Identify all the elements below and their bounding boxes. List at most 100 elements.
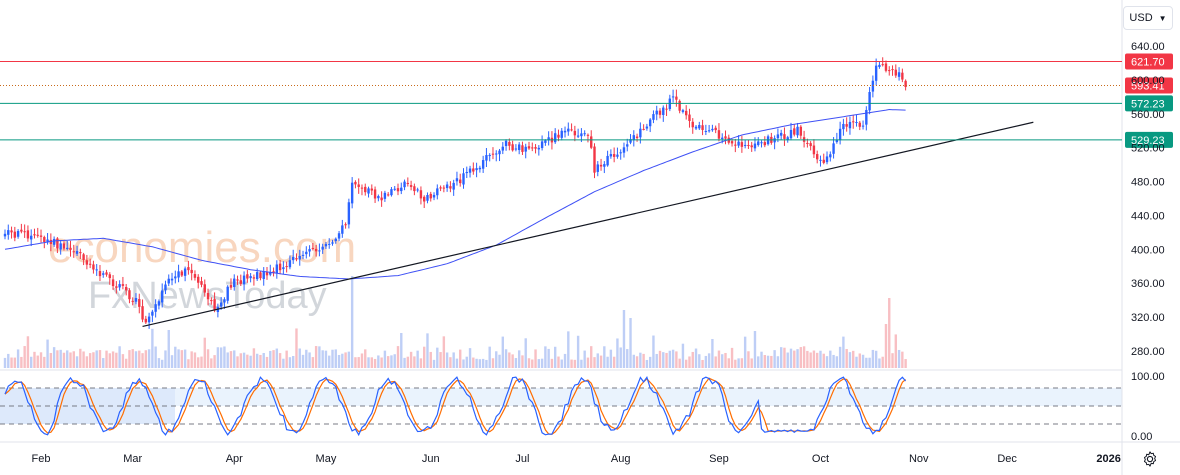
candle-body xyxy=(757,141,760,146)
candle xyxy=(694,125,698,131)
price-level-label: 593.41 xyxy=(1131,80,1165,92)
volume-bar xyxy=(233,350,236,368)
volume-bar xyxy=(134,351,138,368)
candle xyxy=(904,79,907,91)
candle xyxy=(75,245,79,257)
volume-bar xyxy=(812,350,816,368)
candle-body xyxy=(894,69,897,76)
price-level-tag xyxy=(1125,77,1173,94)
candle-body xyxy=(331,242,334,244)
volume-bar xyxy=(141,353,144,368)
candle xyxy=(648,118,652,133)
candle xyxy=(547,131,550,146)
candle xyxy=(147,312,151,329)
price-tick-label: 560.00 xyxy=(1131,109,1165,121)
volume-bar xyxy=(259,354,262,368)
candle xyxy=(747,139,750,149)
candle-body xyxy=(593,146,596,173)
volume-bar xyxy=(288,357,292,368)
volume-bar xyxy=(111,351,115,368)
volume-bar xyxy=(632,354,635,368)
candle-body xyxy=(56,238,59,249)
candle-body xyxy=(92,264,95,270)
time-tick-label: May xyxy=(316,453,337,465)
volume-bar xyxy=(386,356,390,368)
candle-body xyxy=(436,188,439,196)
candle xyxy=(557,129,560,142)
candle-body xyxy=(252,277,256,279)
candle-body xyxy=(838,128,842,141)
volume-bar xyxy=(416,350,419,368)
candle xyxy=(131,297,134,306)
candle-body xyxy=(848,121,852,129)
volume-bar xyxy=(432,359,436,368)
candle xyxy=(354,180,357,189)
volume-bar xyxy=(92,352,95,368)
candle xyxy=(773,135,776,150)
volume-bar xyxy=(226,352,229,368)
volume-bar xyxy=(711,339,714,368)
volume-bar xyxy=(413,356,416,368)
volume-bar xyxy=(314,346,318,368)
volume-bar xyxy=(848,352,852,368)
candle-body xyxy=(95,269,98,271)
volume-bar xyxy=(779,347,783,368)
volume-bar xyxy=(861,354,865,368)
candle-body xyxy=(576,135,580,137)
candle xyxy=(383,190,387,202)
candle-body xyxy=(354,181,357,185)
candle xyxy=(825,151,829,165)
candle-body xyxy=(567,128,570,132)
candle-body xyxy=(472,168,475,172)
volume-bar xyxy=(88,353,92,368)
candle-body xyxy=(779,132,783,136)
volume-bar xyxy=(292,356,295,368)
gear-icon[interactable] xyxy=(1141,450,1159,468)
candle xyxy=(632,130,635,147)
candle xyxy=(72,244,75,258)
candle xyxy=(406,177,410,187)
volume-bar xyxy=(26,336,30,368)
candle xyxy=(341,219,344,238)
candle-body xyxy=(504,140,508,147)
candle xyxy=(635,133,639,142)
candle xyxy=(888,66,891,76)
candle-body xyxy=(403,181,406,188)
candle xyxy=(540,135,544,151)
volume-bar xyxy=(871,349,875,368)
candle xyxy=(82,252,85,266)
candle xyxy=(233,274,236,291)
candle-body xyxy=(468,168,472,173)
volume-bar xyxy=(544,346,547,368)
candle-body xyxy=(793,128,796,135)
candle-body xyxy=(233,278,236,288)
candle xyxy=(779,129,783,140)
candle xyxy=(704,124,708,136)
volume-bar xyxy=(197,357,200,368)
candle-body xyxy=(249,276,252,279)
candle-body xyxy=(662,107,665,115)
watermark: economies.com FxNewsToday xyxy=(48,223,356,317)
candle-body xyxy=(491,153,495,155)
candle-body xyxy=(563,130,567,133)
candle-body xyxy=(685,110,688,116)
candle-body xyxy=(275,264,279,274)
candle-body xyxy=(197,276,200,283)
volume-bar xyxy=(262,352,265,368)
candle xyxy=(495,150,498,162)
volume-bar xyxy=(629,318,632,368)
candle-body xyxy=(675,96,678,100)
volume-bar xyxy=(616,338,619,368)
candle-body xyxy=(364,186,367,193)
currency-selector[interactable]: USD ▼ xyxy=(1123,6,1173,30)
candle xyxy=(645,123,649,131)
volume-bar xyxy=(586,357,590,368)
candle-body xyxy=(187,267,190,271)
candle-body xyxy=(747,145,750,147)
candle-body xyxy=(462,173,465,185)
candle xyxy=(878,61,881,69)
candle-body xyxy=(855,122,858,124)
candle-body xyxy=(164,284,167,291)
candle-body xyxy=(832,143,835,154)
